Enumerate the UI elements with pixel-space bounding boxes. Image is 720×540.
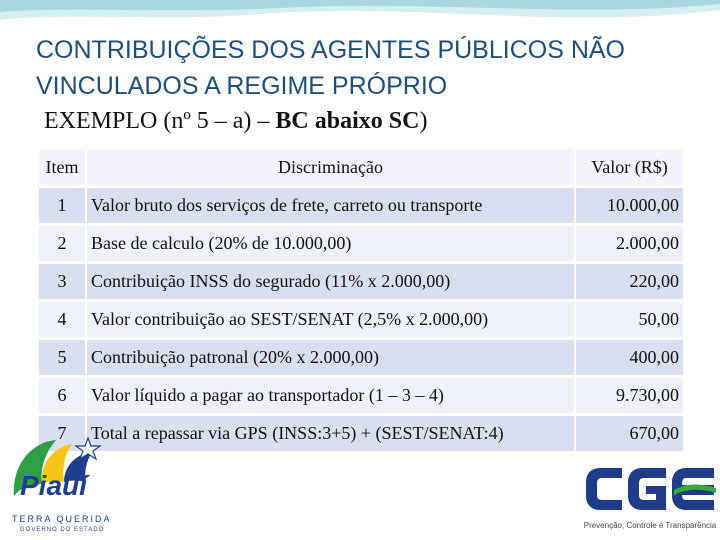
row-item: 1 [39,188,85,223]
row-description: Contribuição patronal (20% x 2.000,00) [87,340,574,375]
row-value: 400,00 [576,340,683,375]
table-row: 1 Valor bruto dos serviços de frete, car… [39,188,683,223]
row-item: 5 [39,340,85,375]
row-value: 220,00 [576,264,683,299]
row-item: 3 [39,264,85,299]
row-description: Base de calculo (20% de 10.000,00) [87,226,574,261]
header-item: Item [39,149,85,185]
table-row: 7 Total a repassar via GPS (INSS:3+5) + … [39,416,683,451]
piaui-logo-government: GOVERNO DO ESTADO [20,527,105,533]
table-row: 5 Contribuição patronal (20% x 2.000,00)… [39,340,683,375]
row-value: 2.000,00 [576,226,683,261]
piaui-logo-slogan: TERRA QUERIDA [12,514,112,524]
calculation-table: Item Discriminação Valor (R$) 1 Valor br… [37,146,685,454]
row-value: 50,00 [576,302,683,337]
row-description: Contribuição INSS do segurado (11% x 2.0… [87,264,574,299]
header-wave-decoration [0,0,720,20]
cge-logo-tagline: Prevenção, Controle e Transparência [583,521,717,530]
row-item: 4 [39,302,85,337]
subtitle-prefix: EXEMPLO (nº 5 – a) – [44,108,276,134]
slide-subtitle: EXEMPLO (nº 5 – a) – BC abaixo SC) [44,108,427,135]
table-row: 3 Contribuição INSS do segurado (11% x 2… [39,264,683,299]
row-description: Valor líquido a pagar ao transportador (… [87,378,574,413]
subtitle-bold: BC abaixo SC [275,108,420,134]
subtitle-suffix: ) [419,108,428,134]
row-value: 670,00 [576,416,683,451]
table-row: 4 Valor contribuição ao SEST/SENAT (2,5%… [39,302,683,337]
slide-title: CONTRIBUIÇÕES DOS AGENTES PÚBLICOS NÃO V… [36,36,626,100]
row-value: 9.730,00 [576,378,683,413]
row-item: 6 [39,378,85,413]
table-row: 2 Base de calculo (20% de 10.000,00) 2.0… [39,226,683,261]
table-header-row: Item Discriminação Valor (R$) [39,149,683,185]
header-value: Valor (R$) [576,149,683,185]
row-value: 10.000,00 [576,188,683,223]
row-description: Total a repassar via GPS (INSS:3+5) + (S… [87,416,574,451]
cge-logo [586,468,716,510]
piaui-logo-emblem [13,436,102,496]
row-description: Valor bruto dos serviços de frete, carre… [87,188,574,223]
piaui-logo-name: Piauí [20,470,87,501]
row-item: 2 [39,226,85,261]
header-description: Discriminação [87,149,574,185]
table-row: 6 Valor líquido a pagar ao transportador… [39,378,683,413]
row-description: Valor contribuição ao SEST/SENAT (2,5% x… [87,302,574,337]
